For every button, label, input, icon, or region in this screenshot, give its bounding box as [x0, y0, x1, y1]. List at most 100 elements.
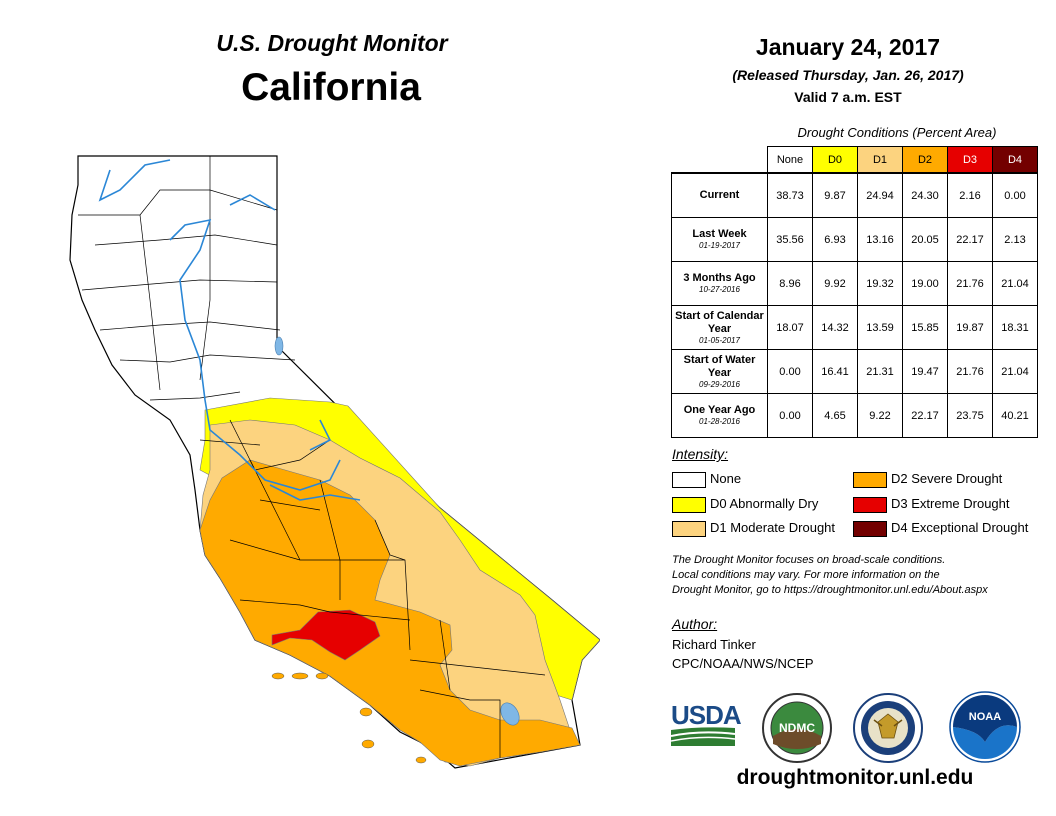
table-cell: 19.00 — [902, 261, 948, 306]
table-cell: 19.32 — [857, 261, 903, 306]
author-organization: CPC/NOAA/NWS/NCEP — [672, 656, 814, 671]
website-url[interactable]: droughtmonitor.unl.edu — [736, 766, 974, 789]
author-heading: Author: — [672, 616, 718, 632]
table-cell: 0.00 — [767, 349, 813, 394]
row-label: Start of Calendar Year 01-05-2017 — [671, 305, 768, 350]
legend-swatch — [672, 472, 706, 488]
table-cell: 0.00 — [992, 172, 1038, 218]
row-label-text: 3 Months Ago — [683, 272, 756, 284]
map-date: January 24, 2017 — [755, 34, 941, 60]
legend-label: None — [710, 471, 742, 486]
table-cell: 9.92 — [812, 261, 858, 306]
table-cell: 22.17 — [947, 217, 993, 262]
col-header-d1: D1 — [857, 146, 903, 174]
california-drought-map — [69, 155, 600, 769]
note-line: Drought Monitor, go to https://droughtmo… — [672, 584, 988, 596]
col-header-d2: D2 — [902, 146, 948, 174]
row-label: 3 Months Ago 10-27-2016 — [671, 261, 768, 306]
table-cell: 19.47 — [902, 349, 948, 394]
legend-swatch — [672, 497, 706, 513]
table-cell: 15.85 — [902, 305, 948, 350]
legend-label: D3 Extreme Drought — [891, 496, 1010, 511]
table-cell: 19.87 — [947, 305, 993, 350]
col-header-d3: D3 — [947, 146, 993, 174]
table-corner — [671, 146, 768, 173]
table-cell: 21.04 — [992, 349, 1038, 394]
row-label: Last Week 01-19-2017 — [671, 217, 768, 262]
legend-swatch — [853, 497, 887, 513]
valid-time: Valid 7 a.m. EST — [794, 89, 902, 105]
release-date: (Released Thursday, Jan. 26, 2017) — [732, 67, 964, 83]
table-cell: 13.59 — [857, 305, 903, 350]
noaa-logo: NOAA — [949, 691, 1021, 763]
table-cell: 2.13 — [992, 217, 1038, 262]
table-cell: 20.05 — [902, 217, 948, 262]
table-cell: 18.07 — [767, 305, 813, 350]
table-cell: 18.31 — [992, 305, 1038, 350]
author-name: Richard Tinker — [672, 637, 756, 652]
channel-islands — [271, 672, 427, 764]
row-label-date: 09-29-2016 — [699, 379, 740, 389]
table-cell: 23.75 — [947, 393, 993, 438]
usda-logo-text: USDA — [671, 700, 742, 730]
legend-title: Intensity: — [672, 446, 729, 462]
table-cell: 21.04 — [992, 261, 1038, 306]
table-row: Start of Water Year 09-29-2016 0.00 16.41 21… — [671, 349, 1038, 394]
row-label-date: 01-28-2016 — [699, 417, 740, 426]
table-caption: Drought Conditions (Percent Area) — [797, 125, 997, 140]
legend-swatch — [853, 472, 887, 488]
table-cell: 21.76 — [947, 349, 993, 394]
usda-logo: USDA — [671, 700, 742, 750]
salton-sea — [500, 702, 520, 726]
table-cell: 2.16 — [947, 172, 993, 218]
row-label-date: 01-05-2017 — [699, 335, 740, 345]
table-cell: 21.31 — [857, 349, 903, 394]
rivers — [98, 159, 361, 501]
row-label: Current — [671, 172, 768, 218]
drought-conditions-table: None D0 D1 D2 D3 D4 Current 38.73 9.87 24.9… — [671, 146, 1038, 438]
noaa-logo-text: NOAA — [969, 711, 1001, 723]
row-label-text: Last Week — [692, 228, 747, 240]
table-cell: 40.21 — [992, 393, 1038, 438]
map-subtitle: U.S. Drought Monitor — [216, 30, 448, 56]
map-title: California — [241, 66, 421, 109]
table-row: Current 38.73 9.87 24.94 24.30 2.16 0.00 — [671, 172, 1038, 218]
legend-label: D2 Severe Drought — [891, 471, 1003, 486]
table-cell: 9.87 — [812, 172, 858, 218]
row-label-date: 10-27-2016 — [699, 285, 740, 294]
table-cell: 24.30 — [902, 172, 948, 218]
table-cell: 9.22 — [857, 393, 903, 438]
table-cell: 4.65 — [812, 393, 858, 438]
table-cell: 6.93 — [812, 217, 858, 262]
legend-label: D0 Abnormally Dry — [710, 496, 819, 511]
legend-label: D4 Exceptional Drought — [891, 520, 1029, 535]
row-label: Start of Water Year 09-29-2016 — [671, 349, 768, 394]
legend-swatch — [853, 521, 887, 537]
col-header-none: None — [767, 146, 813, 174]
table-row: Start of Calendar Year 01-05-2017 18.07 14.… — [671, 305, 1038, 350]
lake-tahoe — [274, 336, 284, 356]
col-header-d0: D0 — [812, 146, 858, 174]
table-cell: 24.94 — [857, 172, 903, 218]
table-cell: 22.17 — [902, 393, 948, 438]
d3-region — [271, 609, 381, 661]
table-cell: 21.76 — [947, 261, 993, 306]
table-cell: 8.96 — [767, 261, 813, 306]
row-label: One Year Ago 01-28-2016 — [671, 393, 768, 438]
note-line: The Drought Monitor focuses on broad-sca… — [672, 554, 946, 566]
doc-seal-logo — [853, 693, 923, 763]
row-label-text: Current — [699, 189, 740, 201]
legend-swatch — [672, 521, 706, 537]
table-row: Last Week 01-19-2017 35.56 6.93 13.16 20.05 22… — [671, 217, 1038, 262]
usda-swoosh-icon — [671, 727, 736, 746]
table-header-row: None D0 D1 D2 D3 D4 — [671, 146, 1038, 174]
ndmc-logo: NDMC — [762, 693, 832, 763]
table-cell: 16.41 — [812, 349, 858, 394]
table-row: One Year Ago 01-28-2016 0.00 4.65 9.22 22.17 2… — [671, 393, 1038, 438]
table-cell: 38.73 — [767, 172, 813, 218]
row-label-text: Start of Water Year — [683, 353, 756, 379]
table-cell: 35.56 — [767, 217, 813, 262]
table-cell: 14.32 — [812, 305, 858, 350]
info-note: The Drought Monitor focuses on broad-sca… — [672, 553, 1042, 598]
legend-label: D1 Moderate Drought — [710, 520, 836, 535]
